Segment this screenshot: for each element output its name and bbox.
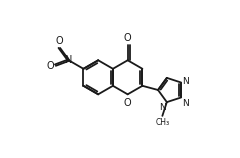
Text: CH₃: CH₃ <box>155 118 169 127</box>
Text: O: O <box>55 36 63 46</box>
Text: O: O <box>124 33 132 43</box>
Text: N: N <box>65 55 72 65</box>
Text: O: O <box>47 61 54 71</box>
Text: N: N <box>159 103 165 112</box>
Text: N: N <box>182 99 189 108</box>
Text: N: N <box>182 77 189 86</box>
Text: O: O <box>124 98 132 108</box>
